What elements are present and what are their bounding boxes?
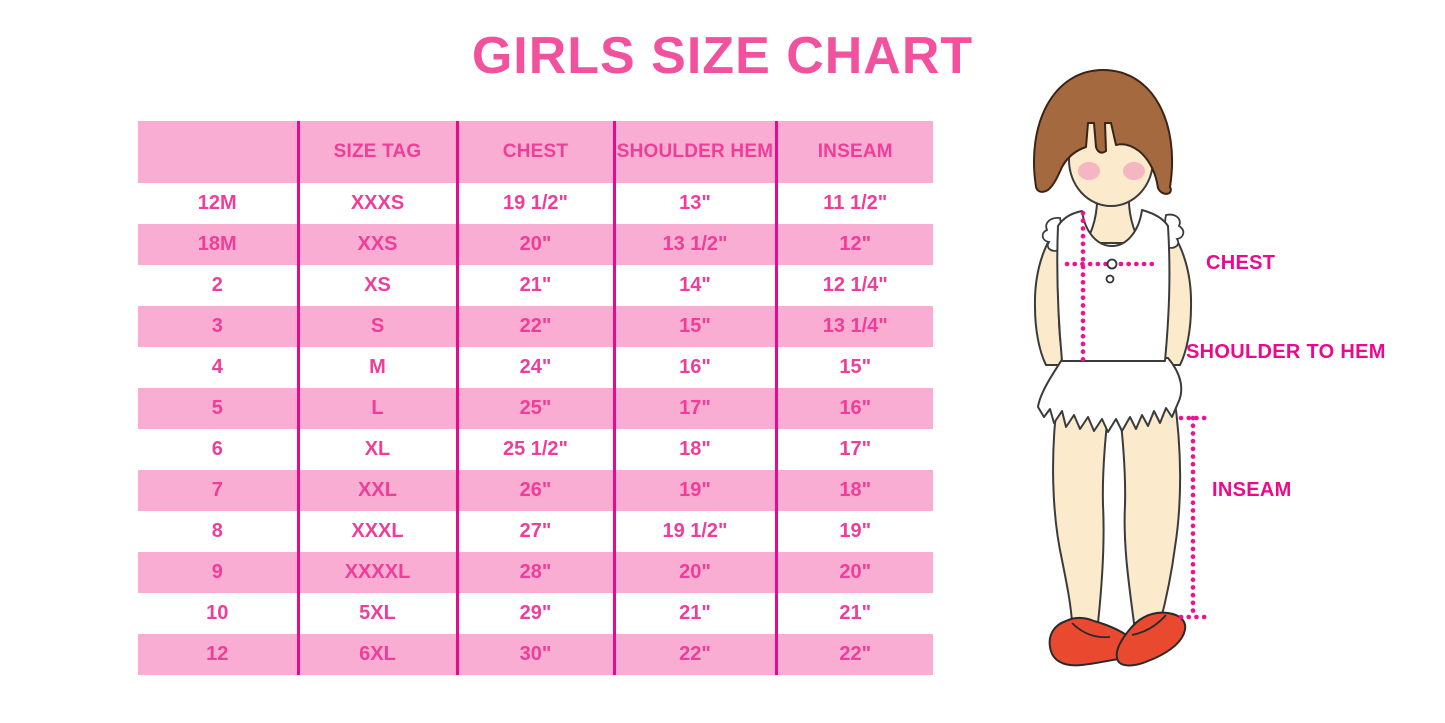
left-blush — [1078, 162, 1100, 180]
cell-tag: XXXS — [296, 183, 457, 224]
size-chart-table: SIZE TAG CHEST SHOULDER HEM INSEAM 12M X… — [138, 121, 933, 675]
cell-tag: XXXXL — [296, 552, 457, 593]
table-row: 5 L 25" 17" 16" — [138, 388, 933, 429]
header-inseam: INSEAM — [774, 121, 933, 183]
table-row: 12 6XL 30" 22" 22" — [138, 634, 933, 675]
right-leg — [1116, 394, 1182, 624]
cell-inseam: 22" — [774, 634, 933, 675]
cell-tag: XXL — [296, 470, 457, 511]
cell-inseam: 15" — [774, 347, 933, 388]
table-row: 2 XS 21" 14" 12 1/4" — [138, 265, 933, 306]
table-row: 4 M 24" 16" 15" — [138, 347, 933, 388]
header-chest: CHEST — [455, 121, 614, 183]
cell-inseam: 11 1/2" — [774, 183, 933, 224]
right-shoe — [1115, 611, 1187, 667]
right-shoe-strap — [1131, 614, 1167, 636]
cell-inseam: 19" — [774, 511, 933, 552]
cell-shoulder: 18" — [612, 429, 776, 470]
skirt — [1037, 357, 1183, 433]
shirt-button-top — [1106, 258, 1118, 270]
cell-size: 4 — [211, 356, 223, 378]
cell-chest: 24" — [455, 347, 614, 388]
cell-shoulder: 15" — [612, 306, 776, 347]
cell-tag: XXS — [296, 224, 457, 265]
cell-size: 12M — [197, 192, 237, 214]
cell-shoulder: 14" — [612, 265, 776, 306]
table-row: 9 XXXXL 28" 20" 20" — [138, 552, 933, 593]
header-size — [138, 121, 298, 183]
cell-tag: M — [296, 347, 457, 388]
cell-tag: XXXL — [296, 511, 457, 552]
cell-size: 10 — [206, 602, 229, 624]
shoulder-to-hem-label: SHOULDER TO HEM — [1186, 341, 1386, 363]
shoes — [1048, 611, 1187, 667]
cell-chest: 25" — [455, 388, 614, 429]
header-shoulder-hem: SHOULDER HEM — [612, 121, 776, 183]
cell-inseam: 12" — [774, 224, 933, 265]
cell-tag: 6XL — [296, 634, 457, 675]
shirt — [1056, 209, 1171, 362]
cell-tag: XS — [296, 265, 457, 306]
cell-tag: XL — [296, 429, 457, 470]
cell-shoulder: 16" — [612, 347, 776, 388]
cell-inseam: 17" — [774, 429, 933, 470]
right-blush — [1123, 162, 1145, 180]
cell-size: 3 — [211, 315, 223, 337]
table-row: 6 XL 25 1/2" 18" 17" — [138, 429, 933, 470]
hair — [1032, 69, 1174, 195]
cell-inseam: 18" — [774, 470, 933, 511]
cell-shoulder: 19" — [612, 470, 776, 511]
cell-size: 18M — [197, 233, 237, 255]
cell-inseam: 12 1/4" — [774, 265, 933, 306]
cell-chest: 29" — [455, 593, 614, 634]
cell-chest: 26" — [455, 470, 614, 511]
cell-chest: 19 1/2" — [455, 183, 614, 224]
cell-shoulder: 17" — [612, 388, 776, 429]
cell-size: 12 — [206, 643, 229, 665]
girl-illustration — [1032, 69, 1208, 667]
table-row: 12M XXXS 19 1/2" 13" 11 1/2" — [138, 183, 933, 224]
cell-size: 9 — [211, 561, 223, 583]
page-title: GIRLS SIZE CHART — [471, 27, 974, 85]
cell-chest: 21" — [455, 265, 614, 306]
inseam-label: INSEAM — [1212, 479, 1292, 501]
cell-chest: 28" — [455, 552, 614, 593]
cell-chest: 22" — [455, 306, 614, 347]
cell-inseam: 13 1/4" — [774, 306, 933, 347]
table-row: 10 5XL 29" 21" 21" — [138, 593, 933, 634]
cell-tag: L — [296, 388, 457, 429]
shirt-button-bottom — [1105, 274, 1115, 284]
cell-size: 5 — [211, 397, 223, 419]
cell-tag: S — [296, 306, 457, 347]
cell-size: 6 — [211, 438, 223, 460]
chest-label: CHEST — [1206, 252, 1276, 274]
cell-inseam: 21" — [774, 593, 933, 634]
cell-inseam: 20" — [774, 552, 933, 593]
table-row: 3 S 22" 15" 13 1/4" — [138, 306, 933, 347]
table-row: 7 XXL 26" 19" 18" — [138, 470, 933, 511]
cell-chest: 25 1/2" — [455, 429, 614, 470]
cell-shoulder: 22" — [612, 634, 776, 675]
cell-inseam: 16" — [774, 388, 933, 429]
cell-chest: 20" — [455, 224, 614, 265]
cell-shoulder: 21" — [612, 593, 776, 634]
cell-chest: 27" — [455, 511, 614, 552]
table-row: 8 XXXL 27" 19 1/2" 19" — [138, 511, 933, 552]
cell-tag: 5XL — [296, 593, 457, 634]
table-header-row: SIZE TAG CHEST SHOULDER HEM INSEAM — [138, 121, 933, 183]
left-shoe-strap — [1071, 622, 1111, 639]
left-leg — [1052, 394, 1112, 624]
cell-size: 2 — [211, 274, 223, 296]
cell-chest: 30" — [455, 634, 614, 675]
cell-shoulder: 13" — [612, 183, 776, 224]
cell-shoulder: 19 1/2" — [612, 511, 776, 552]
cell-size: 7 — [211, 479, 223, 501]
cell-shoulder: 20" — [612, 552, 776, 593]
cell-size: 8 — [211, 520, 223, 542]
header-size-tag: SIZE TAG — [296, 121, 457, 183]
table-row: 18M XXS 20" 13 1/2" 12" — [138, 224, 933, 265]
cell-shoulder: 13 1/2" — [612, 224, 776, 265]
